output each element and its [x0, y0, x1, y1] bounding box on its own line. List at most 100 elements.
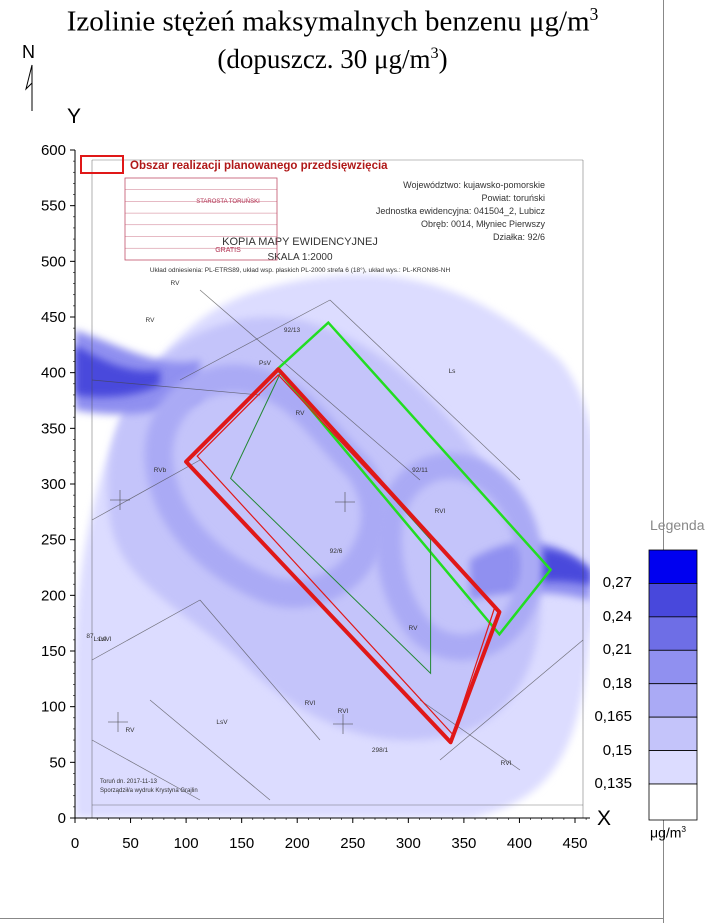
overlay-layer: Obszar realizacji planowanego przedsięwz…: [80, 155, 553, 745]
legend-swatch: [648, 683, 698, 718]
x-tick-label: 50: [122, 835, 139, 852]
parcel-label: RVI: [305, 700, 316, 707]
x-axis-label: X: [597, 807, 612, 830]
y-tick-label: 600: [41, 142, 66, 159]
parcel-label: LsV: [216, 719, 228, 726]
parcel-label: 92/13: [284, 327, 301, 334]
project-area-legend-label: Obszar realizacji planowanego przedsięwz…: [130, 160, 388, 172]
y-tick-label: 100: [41, 699, 66, 716]
y-tick-label: 0: [58, 810, 66, 827]
contour-ring-west: [144, 364, 389, 608]
project-area-legend-swatch: [80, 155, 124, 174]
legend-swatch: [648, 616, 698, 651]
map-scale-label: SKALA 1:2000: [267, 252, 332, 263]
legend-label: 0,27: [602, 574, 632, 592]
legend-label: 0,24: [602, 607, 632, 625]
parcel-label: 298/1: [372, 747, 389, 754]
map-parcel-label: Działka: 92/6: [493, 232, 545, 242]
stamp-office-label: STAROSTA TORUŃSKI: [196, 198, 260, 205]
map-copy-title: KOPIA MAPY EWIDENCYJNEJ: [222, 236, 378, 248]
north-label: N: [22, 42, 35, 62]
map-title-line1: Izolinie stężeń maksymalnych benzenu μg/…: [66, 4, 599, 38]
legend-swatch: [648, 583, 698, 618]
map-title-line2: (dopuszcz. 30 μg/m3): [217, 44, 448, 74]
parcel-label: PsV: [259, 360, 272, 367]
stamp-box: [124, 177, 278, 261]
x-tick-label: 450: [562, 835, 587, 852]
parcel-label: RV: [296, 410, 306, 417]
legend-label: 0,15: [602, 741, 632, 759]
x-tick-label: 350: [451, 835, 476, 852]
parcel-boundary: [149, 699, 271, 801]
green-outline: [275, 320, 553, 637]
parcel-boundary: [91, 459, 201, 521]
parcel-label: LsVI: [98, 636, 111, 643]
parcel-label: RVI: [435, 508, 446, 515]
parcel-boundary: [91, 739, 201, 801]
y-tick-label: 200: [41, 587, 66, 604]
y-axis-label: Y: [67, 105, 82, 128]
map-county-label: Powiat: toruński: [481, 193, 545, 203]
parcel-label: 87: [86, 633, 94, 640]
parcel-label: RV: [126, 727, 136, 734]
legend-title: Legenda: [650, 517, 705, 533]
stamp-paid-label: GRATIS: [215, 247, 241, 254]
legend-color-bar: [648, 549, 698, 821]
parcel-label: RVb: [154, 467, 167, 474]
parcel-label: RV: [171, 280, 181, 287]
parcel-label: RVI: [338, 708, 349, 715]
parcel-boundary: [179, 299, 331, 381]
map-voivodeship-label: Województwo: kujawsko-pomorskie: [403, 180, 545, 190]
parcel-boundary: [199, 289, 421, 481]
x-tick-label: 400: [507, 835, 532, 852]
parcel-boundary: [329, 299, 521, 481]
y-tick-label: 450: [41, 309, 66, 326]
parcel-label: LsVI: [93, 636, 106, 643]
y-tick-label: 250: [41, 532, 66, 549]
map-footer-date: Toruń dn. 2017-11-13: [100, 779, 158, 785]
legend-swatch: [648, 649, 698, 685]
legend-swatch: [648, 716, 698, 751]
y-tick-label: 400: [41, 365, 66, 382]
x-tick-label: 100: [174, 835, 199, 852]
parcel-label: Ls: [449, 368, 457, 375]
parcel-label: RV: [146, 317, 156, 324]
frame-border-right: [663, 0, 664, 923]
parcel-boundary: [91, 599, 201, 661]
legend-unit: μg/m3: [650, 824, 687, 841]
project-area-outline: [184, 367, 502, 745]
map-unit-label: Jednostka ewidencyjna: 041504_2, Lubicz: [376, 206, 546, 216]
legend-label: 0,165: [594, 708, 632, 726]
x-tick-label: 150: [229, 835, 254, 852]
y-tick-label: 500: [41, 253, 66, 270]
parcel-label: 92/6: [330, 548, 343, 555]
legend-swatch: [648, 750, 698, 785]
legend-label: 0,21: [602, 641, 632, 659]
x-tick-label: 200: [285, 835, 310, 852]
legend-label: 0,135: [594, 775, 632, 792]
y-tick-label: 150: [41, 643, 66, 660]
y-tick-label: 300: [41, 476, 66, 493]
parcel-label: 92/11: [412, 467, 428, 474]
map-reference-label: Układ odniesienia: PL-ETRS89, układ wsp.…: [150, 266, 451, 274]
parcel-boundary: [199, 599, 321, 741]
map-content: Województwo: kujawsko-pomorskie Powiat: t…: [75, 150, 590, 818]
north-arrow-icon: [25, 64, 33, 111]
legend-swatch: [648, 549, 698, 584]
project-area-inner-outline: [196, 374, 496, 736]
frame-border-bottom: [0, 918, 664, 919]
y-tick-label: 350: [41, 420, 66, 437]
x-tick-label: 300: [396, 835, 421, 852]
legend-swatch-white: [648, 783, 698, 821]
parcel-label: RVI: [501, 760, 512, 767]
parcel-label: RV: [409, 625, 419, 632]
parcel-boundary: [439, 639, 584, 761]
legend-label: 0,18: [602, 674, 632, 692]
y-tick-label: 50: [49, 754, 66, 771]
map-footer-author: Sporządził/a wydruk Krystyna Grajlin: [100, 788, 198, 794]
cadastral-basemap: Województwo: kujawsko-pomorskie Powiat: t…: [86, 159, 584, 818]
axes: 0 50 100 150 200 250 300 350 400 450 500 550 600 0 50 1…: [41, 142, 590, 852]
north-arrow: N: [22, 42, 42, 118]
map-precinct-label: Obręb: 0014, Młyniec Pierwszy: [421, 219, 546, 229]
